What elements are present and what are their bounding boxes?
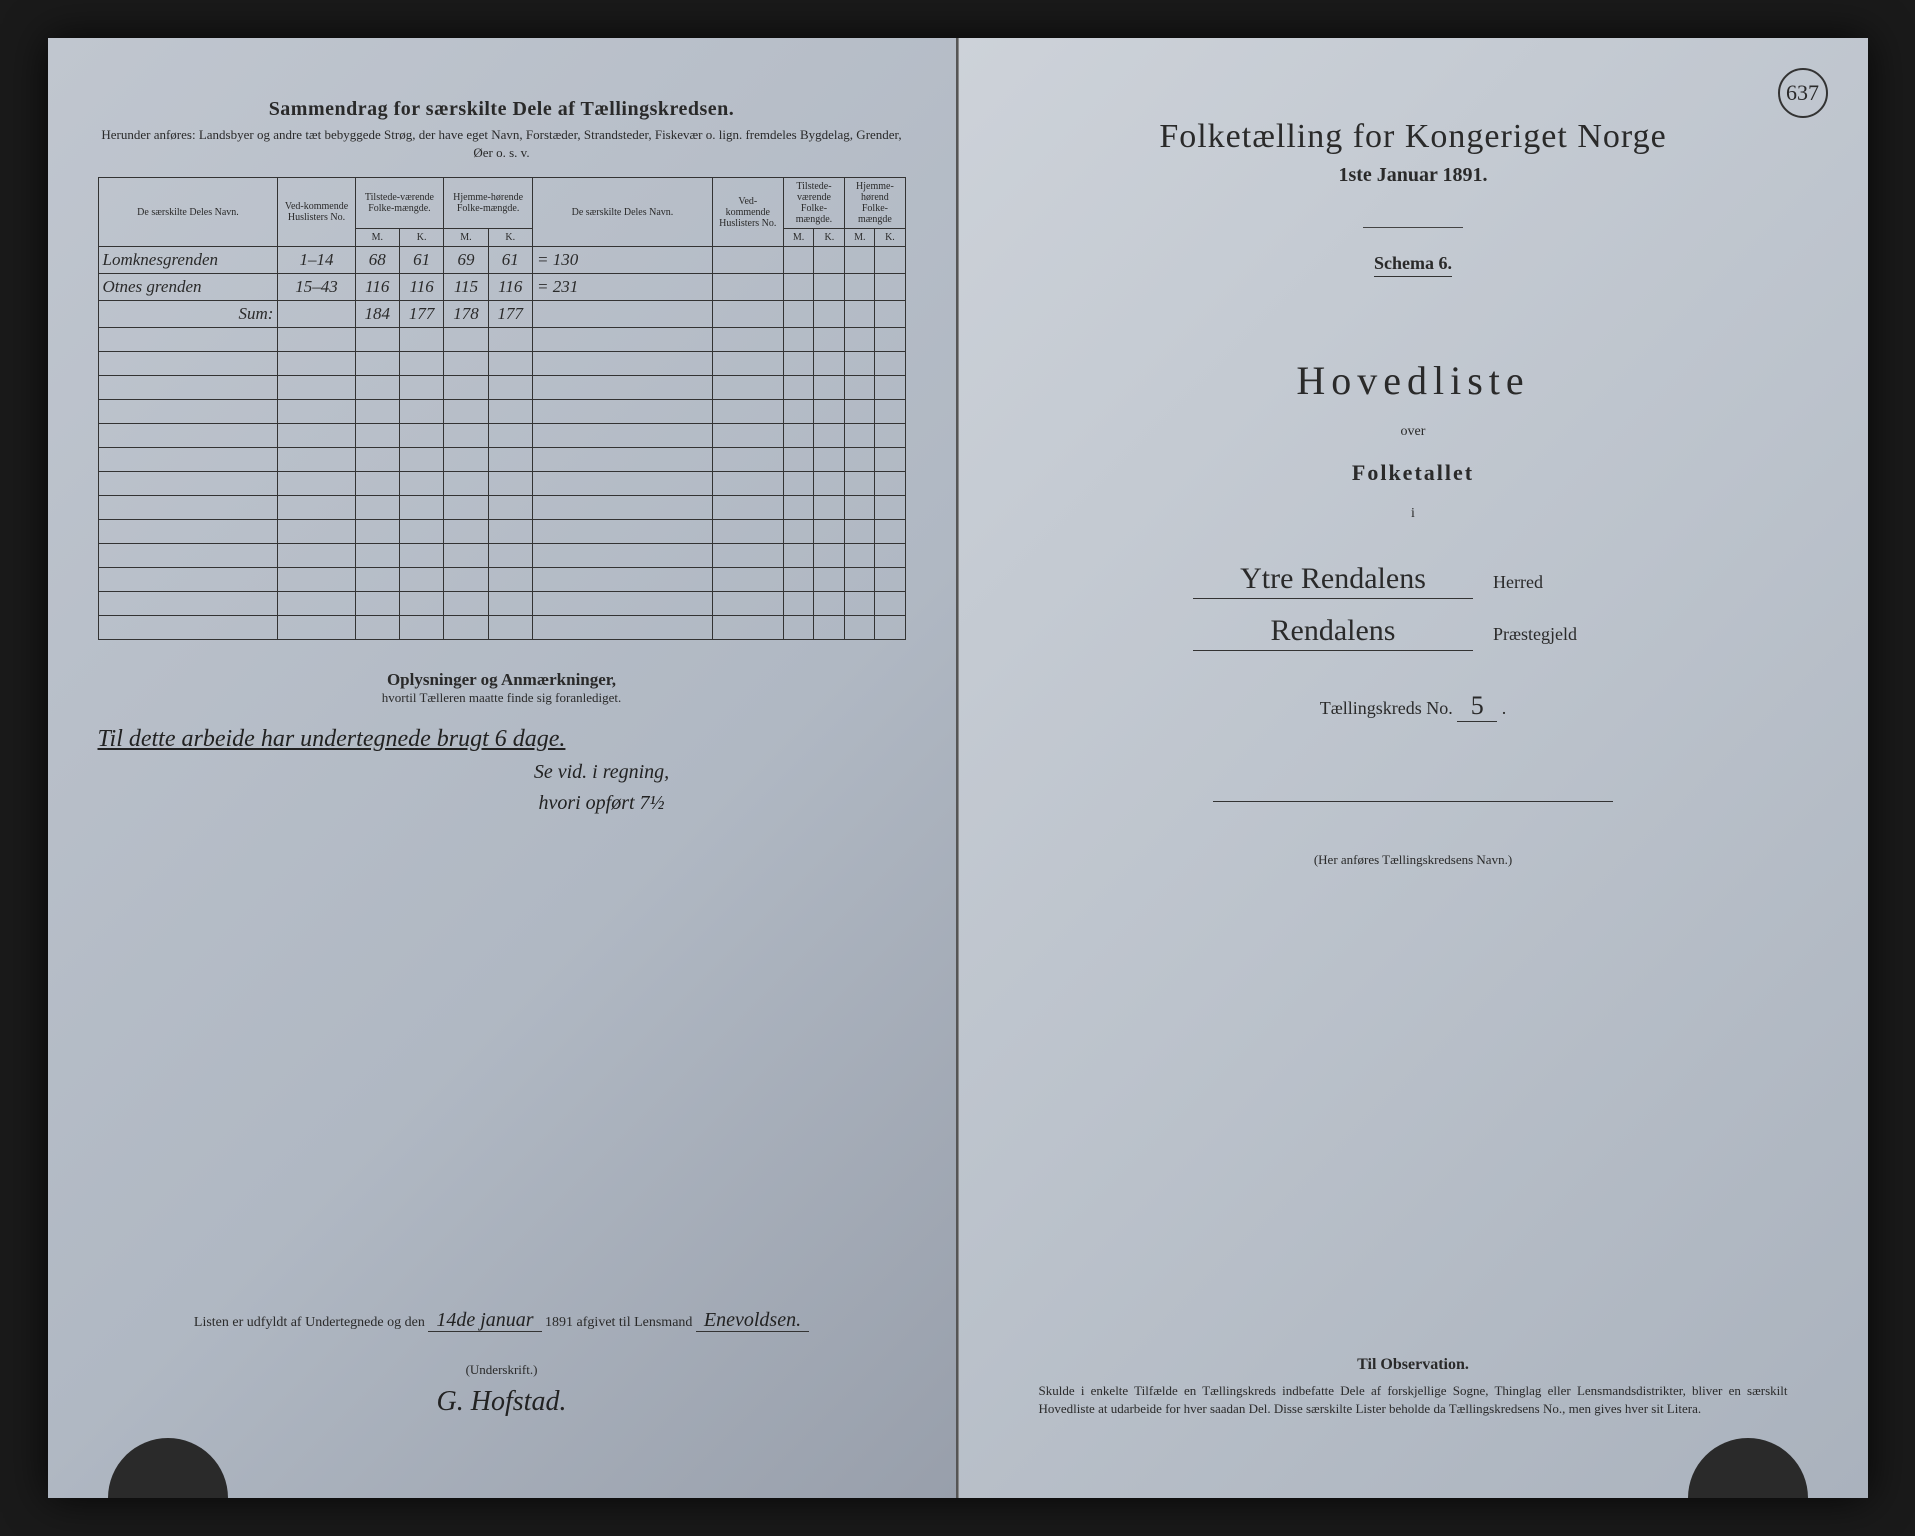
table-row: Lomknesgrenden 1–14 68 61 69 61 = 130	[98, 247, 905, 274]
kreds-note: (Her anføres Tællingskredsens Navn.)	[1009, 852, 1818, 868]
right-page: 637 Folketælling for Kongeriget Norge 1s…	[958, 38, 1868, 1498]
th-home2: Hjemme-hørend Folke-mængde	[845, 178, 905, 229]
sum-hk: 177	[488, 301, 532, 328]
book-spread: Sammendrag for særskilte Dele af Tælling…	[48, 38, 1868, 1498]
left-header: Sammendrag for særskilte Dele af Tælling…	[98, 98, 906, 162]
remarks-line: Se vid. i regning,	[298, 761, 906, 784]
remarks-line: Til dette arbeide har undertegnede brugt…	[98, 726, 906, 753]
summary-title: Sammendrag for særskilte Dele af Tælling…	[98, 98, 906, 121]
herred-row: Ytre Rendalens Herred	[1009, 562, 1818, 599]
over-label: over	[1009, 424, 1818, 440]
kreds-row: Tællingskreds No. 5 .	[1009, 691, 1818, 722]
prest-handwritten: Rendalens	[1193, 614, 1473, 651]
th-name2: De særskilte Deles Navn.	[532, 178, 712, 247]
left-page: Sammendrag for særskilte Dele af Tælling…	[48, 38, 958, 1498]
observation-text: Skulde i enkelte Tilfælde en Tællingskre…	[1039, 1382, 1788, 1418]
footer-left: Listen er udfyldt af Undertegnede og den…	[108, 1309, 896, 1418]
footer-pre: Listen er udfyldt af Undertegnede og den	[194, 1315, 425, 1330]
kreds-name-block: (Her anføres Tællingskredsens Navn.)	[1009, 782, 1818, 868]
row-tk: 61	[399, 247, 443, 274]
th-m: M.	[444, 229, 488, 247]
divider	[1363, 227, 1463, 228]
th-no1: Ved-kommende Huslisters No.	[278, 178, 355, 247]
kreds-label: Tællingskreds No.	[1320, 698, 1453, 718]
row-name: Otnes grenden	[98, 274, 278, 301]
prest-label: Præstegjeld	[1493, 624, 1633, 645]
row-tm: 68	[355, 247, 399, 274]
remarks-subtitle: hvortil Tælleren maatte finde sig foranl…	[98, 690, 906, 706]
binder-clip-icon	[108, 1438, 228, 1498]
summary-subtitle: Herunder anføres: Landsbyer og andre tæt…	[98, 126, 906, 162]
prest-row: Rendalens Præstegjeld	[1009, 614, 1818, 651]
footer-date: 14de januar	[428, 1309, 541, 1332]
th-no2: Ved-kommende Huslisters No.	[712, 178, 783, 247]
row-name: Lomknesgrenden	[98, 247, 278, 274]
observation-block: Til Observation. Skulde i enkelte Tilfæl…	[1039, 1356, 1788, 1418]
row-sum: = 130	[532, 247, 712, 274]
sum-row: Sum: 184 177 178 177	[98, 301, 905, 328]
signature-block: (Underskrift.) G. Hofstad.	[108, 1362, 896, 1418]
row-tm: 116	[355, 274, 399, 301]
remarks-title: Oplysninger og Anmærkninger,	[98, 670, 906, 690]
th-home1: Hjemme-hørende Folke-mængde.	[444, 178, 533, 229]
schema-label: Schema 6.	[1374, 253, 1452, 277]
remarks-body: Til dette arbeide har undertegnede brugt…	[98, 726, 906, 926]
sum-tk: 177	[399, 301, 443, 328]
census-title: Folketælling for Kongeriget Norge	[1009, 118, 1818, 156]
row-hk: 61	[488, 247, 532, 274]
row-hm: 115	[444, 274, 488, 301]
row-tk: 116	[399, 274, 443, 301]
table-row: Otnes grenden 15–43 116 116 115 116 = 23…	[98, 274, 905, 301]
remarks-line: hvori opført 7½	[298, 792, 906, 815]
sum-tm: 184	[355, 301, 399, 328]
i-label: i	[1009, 506, 1818, 522]
folketallet-label: Folketallet	[1009, 460, 1818, 486]
row-sum: = 231	[532, 274, 712, 301]
sum-hm: 178	[444, 301, 488, 328]
row-hm: 69	[444, 247, 488, 274]
th-k: K.	[488, 229, 532, 247]
footer-mid: 1891 afgivet til Lensmand	[545, 1315, 692, 1330]
signature: G. Hofstad.	[108, 1386, 896, 1418]
th-m: M.	[783, 229, 814, 247]
remarks-section: Oplysninger og Anmærkninger, hvortil Tæl…	[98, 670, 906, 926]
census-date: 1ste Januar 1891.	[1009, 164, 1818, 187]
hovedliste-title: Hovedliste	[1009, 357, 1818, 404]
footer-line: Listen er udfyldt af Undertegnede og den…	[108, 1309, 896, 1332]
herred-label: Herred	[1493, 572, 1633, 593]
sum-label: Sum:	[98, 301, 278, 328]
th-m: M.	[355, 229, 399, 247]
th-name1: De særskilte Deles Navn.	[98, 178, 278, 247]
right-content: Folketælling for Kongeriget Norge 1ste J…	[1009, 98, 1818, 868]
observation-title: Til Observation.	[1039, 1356, 1788, 1374]
row-no: 1–14	[278, 247, 355, 274]
binder-clip-icon	[1688, 1438, 1808, 1498]
blank-line	[1213, 782, 1613, 802]
kreds-no: 5	[1457, 691, 1497, 722]
signature-label: (Underskrift.)	[108, 1362, 896, 1378]
row-no: 15–43	[278, 274, 355, 301]
row-hk: 116	[488, 274, 532, 301]
th-present1: Tilstede-værende Folke-mængde.	[355, 178, 444, 229]
footer-lensmand: Enevoldsen.	[696, 1309, 809, 1332]
th-k: K.	[875, 229, 905, 247]
th-present2: Tilstede-værende Folke-mængde.	[783, 178, 845, 229]
th-m: M.	[845, 229, 875, 247]
th-k: K.	[399, 229, 443, 247]
th-k: K.	[814, 229, 845, 247]
page-number: 637	[1778, 68, 1828, 118]
herred-handwritten: Ytre Rendalens	[1193, 562, 1473, 599]
summary-table: De særskilte Deles Navn. Ved-kommende Hu…	[98, 177, 906, 640]
